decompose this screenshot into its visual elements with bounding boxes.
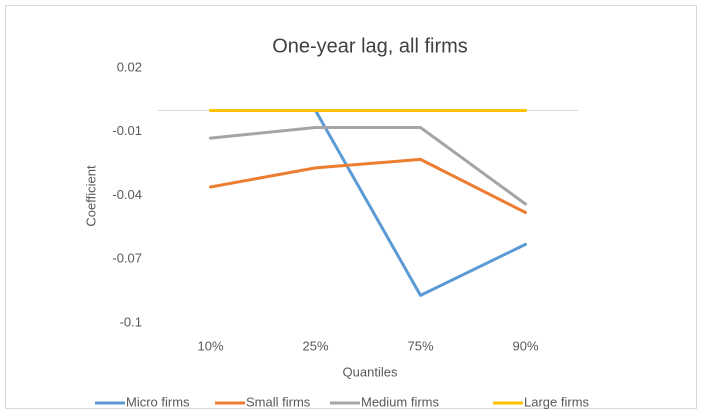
series-line [314, 109, 527, 297]
legend-label: Micro firms [126, 394, 190, 409]
legend-label: Large firms [524, 394, 590, 409]
series-line [209, 126, 527, 206]
y-axis-label: Coefficient [83, 165, 98, 227]
x-axis-label: Quantiles [343, 364, 398, 379]
legend-label: Small firms [246, 394, 311, 409]
y-tick-label: -0.04 [112, 187, 142, 202]
series-line [209, 157, 527, 214]
chart-title: One-year lag, all firms [272, 35, 468, 57]
y-tick-label: -0.01 [112, 123, 142, 138]
y-tick-label: -0.07 [112, 251, 142, 266]
y-tick-label: -0.1 [120, 314, 142, 329]
chart-frame [5, 5, 697, 409]
y-tick-label: 0.02 [117, 59, 142, 74]
x-tick-label: 90% [512, 338, 538, 353]
x-tick-label: 10% [197, 338, 223, 353]
legend-label: Medium firms [361, 394, 440, 409]
x-tick-label: 75% [407, 338, 433, 353]
x-tick-label: 25% [302, 338, 328, 353]
